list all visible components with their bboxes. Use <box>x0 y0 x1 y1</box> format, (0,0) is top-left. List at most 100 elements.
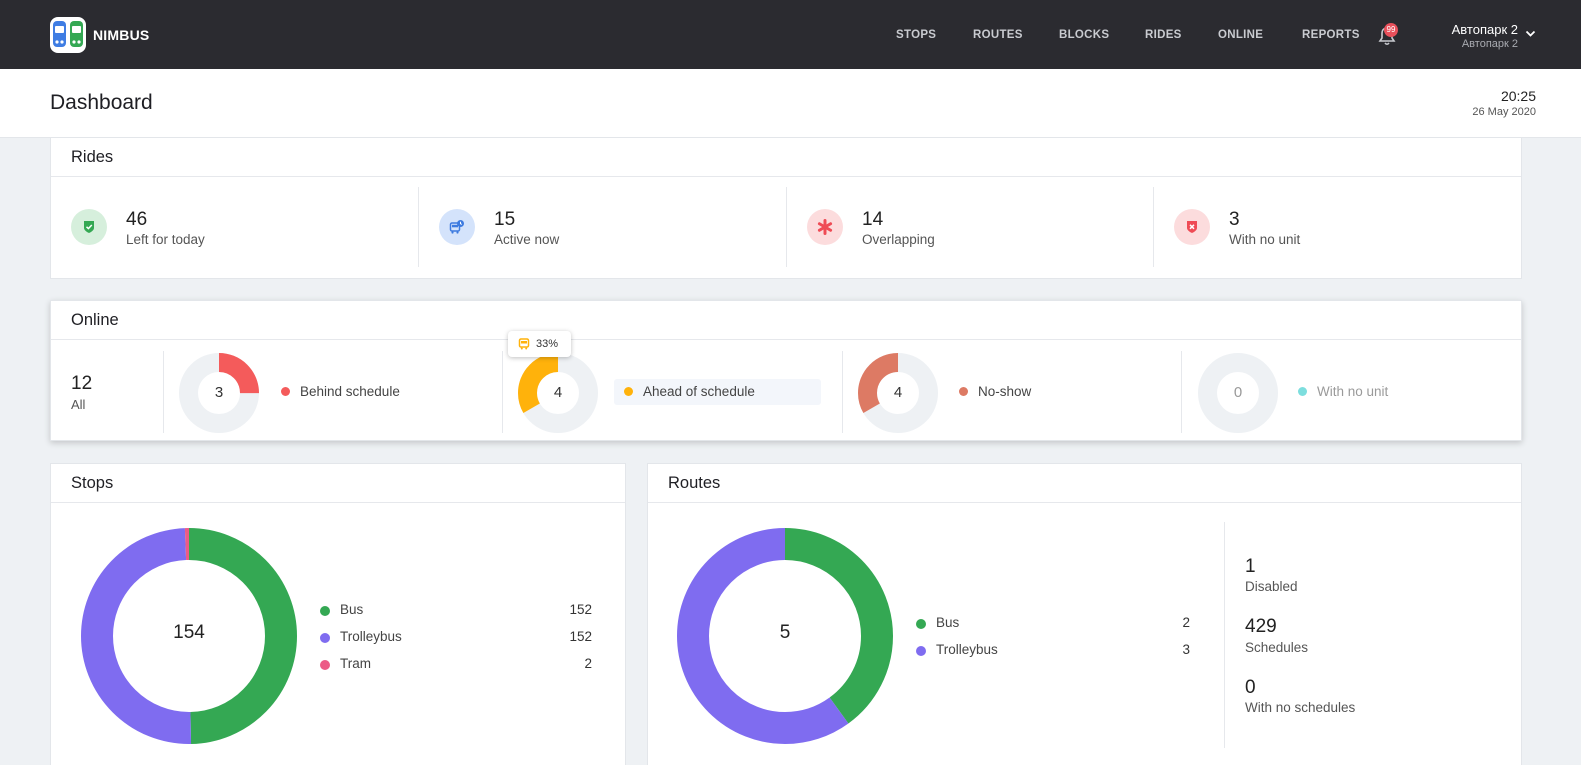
routes-disabled-value: 1 <box>1245 556 1256 577</box>
legend-label: With no unit <box>1317 384 1389 399</box>
tooltip-value: 33% <box>536 338 559 350</box>
donut-center-value: 3 <box>214 384 224 401</box>
chevron-down-icon[interactable] <box>1525 30 1536 38</box>
bus-icon <box>518 338 530 350</box>
notification-badge: 99 <box>1384 23 1398 37</box>
nav-routes[interactable]: ROUTES <box>973 29 1023 41</box>
legend-row-tram[interactable]: Tram 2 <box>320 655 592 675</box>
stops-card: Stops 154 Bus 152 Trolleybus 152 Tram 2 <box>50 463 626 765</box>
legend-label: Trolleybus <box>340 629 402 644</box>
page-title: Dashboard <box>50 91 153 114</box>
legend-label: Bus <box>936 615 960 630</box>
legend-label: Behind schedule <box>300 384 400 399</box>
ride-stat-label: Left for today <box>126 232 205 247</box>
legend-dot <box>1298 387 1307 396</box>
ride-stat-value: 15 <box>494 209 516 230</box>
donut-segment-trolleybus[interactable] <box>677 528 893 744</box>
donut-track <box>1198 353 1278 433</box>
legend-ahead-of-schedule[interactable]: Ahead of schedule <box>614 379 821 405</box>
donut-segment <box>518 353 598 433</box>
legend-behind-schedule[interactable]: Behind schedule <box>271 379 466 405</box>
online-donut-ahead-of-schedule[interactable]: 4 <box>518 353 598 433</box>
online-donut-with-no-unit[interactable]: 0 <box>1198 353 1278 433</box>
ride-stat-left-for-today[interactable]: 46 Left for today <box>51 187 418 267</box>
donut-center-value: 4 <box>893 384 903 401</box>
ride-stat-active-now[interactable]: 15 Active now <box>419 187 786 267</box>
legend-dot <box>320 606 330 616</box>
nav-online[interactable]: ONLINE <box>1218 29 1264 41</box>
page-header: Dashboard 20:25 26 May 2020 <box>0 69 1581 138</box>
routes-card: Routes 5 Bus 2 Trolleybus 3 1 Disabled 4… <box>647 463 1522 765</box>
chart-tooltip: 33% <box>508 331 571 357</box>
routes-schedules-label: Schedules <box>1245 640 1309 655</box>
legend-no-show[interactable]: No-show <box>949 379 1129 405</box>
routes-donut-chart[interactable] <box>676 527 894 745</box>
rides-card-title: Rides <box>51 138 1521 177</box>
nav-stops[interactable]: STOPS <box>896 29 937 41</box>
legend-label: Tram <box>340 656 371 671</box>
nav-reports[interactable]: REPORTS <box>1302 29 1360 41</box>
legend-value: 2 <box>584 656 592 671</box>
legend-row-bus[interactable]: Bus 2 <box>916 614 1190 634</box>
ride-stat-label: With no unit <box>1229 232 1301 247</box>
ride-stat-label: Active now <box>494 232 560 247</box>
legend-label: No-show <box>978 384 1032 399</box>
routes-schedules-value: 429 <box>1245 616 1277 637</box>
donut-segment-tram[interactable] <box>81 528 297 744</box>
stops-total: 154 <box>173 622 205 643</box>
legend-dot <box>624 387 633 396</box>
divider <box>163 351 164 433</box>
rides-card: Rides 46 Left for today 15 Active now 14… <box>50 138 1522 279</box>
donut-segment-trolleybus[interactable] <box>81 528 297 744</box>
ride-stat-value: 3 <box>1229 209 1240 230</box>
legend-row-trolleybus[interactable]: Trolleybus 152 <box>320 628 592 648</box>
legend-label: Ahead of schedule <box>643 384 755 399</box>
donut-center-value: 0 <box>1233 384 1243 401</box>
divider <box>786 187 787 267</box>
ride-stat-value: 46 <box>126 209 148 230</box>
divider <box>1181 351 1182 433</box>
divider <box>502 351 503 433</box>
shield-check-icon <box>71 209 107 245</box>
clock: 20:25 26 May 2020 <box>1472 88 1536 118</box>
legend-dot <box>320 633 330 643</box>
legend-dot <box>916 619 926 629</box>
stops-donut-chart[interactable] <box>80 527 298 745</box>
legend-value: 3 <box>1182 642 1190 657</box>
legend-row-bus[interactable]: Bus 152 <box>320 601 592 621</box>
divider <box>1153 187 1154 267</box>
nimbus-logo-icon[interactable] <box>50 17 86 53</box>
nav-blocks[interactable]: BLOCKS <box>1059 29 1110 41</box>
online-donut-no-show[interactable]: 4 <box>858 353 938 433</box>
brand-name[interactable]: NIMBUS <box>93 27 150 43</box>
legend-dot <box>916 646 926 656</box>
asterisk-icon <box>807 209 843 245</box>
online-card-title: Online <box>51 301 1521 340</box>
ride-stat-overlapping[interactable]: 14 Overlapping <box>787 187 1154 267</box>
legend-with-no-unit[interactable]: With no unit <box>1288 379 1468 405</box>
online-donut-behind-schedule[interactable]: 3 <box>179 353 259 433</box>
routes-disabled-label: Disabled <box>1245 579 1298 594</box>
divider <box>842 351 843 433</box>
shield-x-icon <box>1174 209 1210 245</box>
nav-rides[interactable]: RIDES <box>1145 29 1182 41</box>
bus-clock-icon <box>439 209 475 245</box>
top-navigation-bar: NIMBUS STOPS ROUTES BLOCKS RIDES ONLINE … <box>0 0 1581 69</box>
legend-dot <box>959 387 968 396</box>
account-subtitle: Автопарк 2 <box>1461 38 1518 50</box>
legend-label: Trolleybus <box>936 642 998 657</box>
online-all-value: 12 <box>71 373 93 394</box>
legend-label: Bus <box>340 602 364 617</box>
legend-value: 152 <box>569 629 592 644</box>
account-menu[interactable]: Автопарк 2 Автопарк 2 <box>1420 22 1518 50</box>
routes-no-schedules-value: 0 <box>1245 677 1256 698</box>
donut-segment <box>858 353 938 433</box>
routes-total: 5 <box>779 622 791 643</box>
divider <box>1224 522 1225 748</box>
legend-row-trolleybus[interactable]: Trolleybus 3 <box>916 641 1190 661</box>
online-all-label: All <box>71 397 86 412</box>
ride-stat-with-no-unit[interactable]: 3 With no unit <box>1154 187 1521 267</box>
legend-value: 152 <box>569 602 592 617</box>
legend-dot <box>320 660 330 670</box>
donut-segment <box>179 353 259 433</box>
